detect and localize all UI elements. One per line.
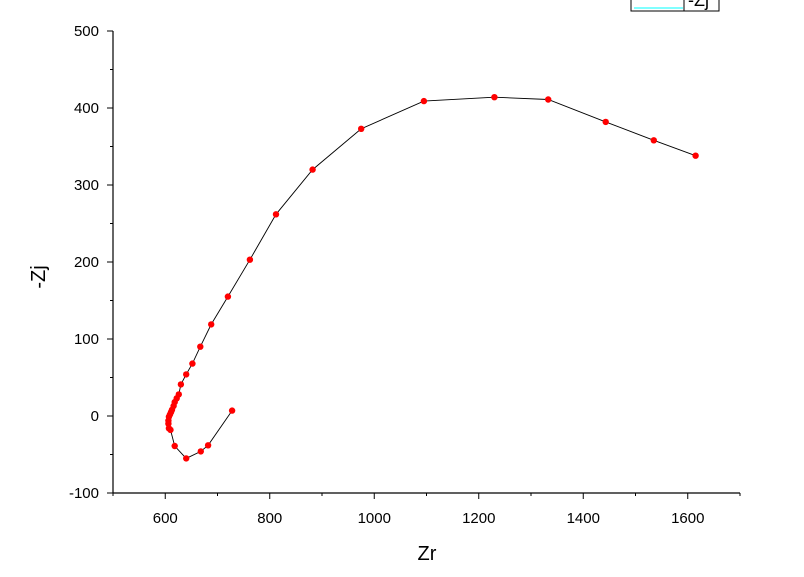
data-point [208,321,215,328]
series-line [167,96,696,459]
x-axis-title: Zr [418,543,437,565]
data-point [177,381,185,388]
legend-box [630,0,720,12]
x-tick-label: 1000 [358,510,391,527]
y-axis-title: -Zj [28,265,50,288]
x-tick-label: 1400 [567,510,600,527]
data-point [358,125,365,132]
y-tick-label: 300 [74,177,99,194]
data-point [650,137,657,144]
data-point [246,256,254,263]
data-point [491,94,498,101]
data-point [183,371,190,378]
data-point [228,407,236,414]
y-tick-label: 500 [74,23,99,40]
x-tick-label: 600 [153,510,178,527]
x-tick-label: 1600 [671,510,704,527]
data-point [167,426,174,434]
data-point [602,118,609,126]
y-tick-label: 200 [74,254,99,271]
data-point [545,96,552,103]
x-tick-label: 1200 [462,510,495,527]
y-tick-label: 100 [74,331,99,348]
data-point [197,343,204,350]
data-point [204,442,212,449]
y-tick-label: -100 [69,485,99,502]
data-point [224,293,232,300]
data-point [197,448,204,455]
data-point [183,455,190,462]
data-point [420,97,428,105]
y-tick-label: 0 [91,408,99,425]
data-point [272,211,280,218]
data-point [171,442,178,450]
x-tick-label: 800 [257,510,282,527]
y-tick-label: 400 [74,100,99,117]
data-point [309,166,316,173]
data-point [189,360,196,367]
series-layer [165,94,699,462]
ticks: 600 800 1000 1200 1400 1600 -100 0 100 200 300 400 5… [69,23,741,527]
legend: -Zj [630,0,720,12]
legend-label: -Zj [688,0,709,10]
data-point [692,152,699,159]
